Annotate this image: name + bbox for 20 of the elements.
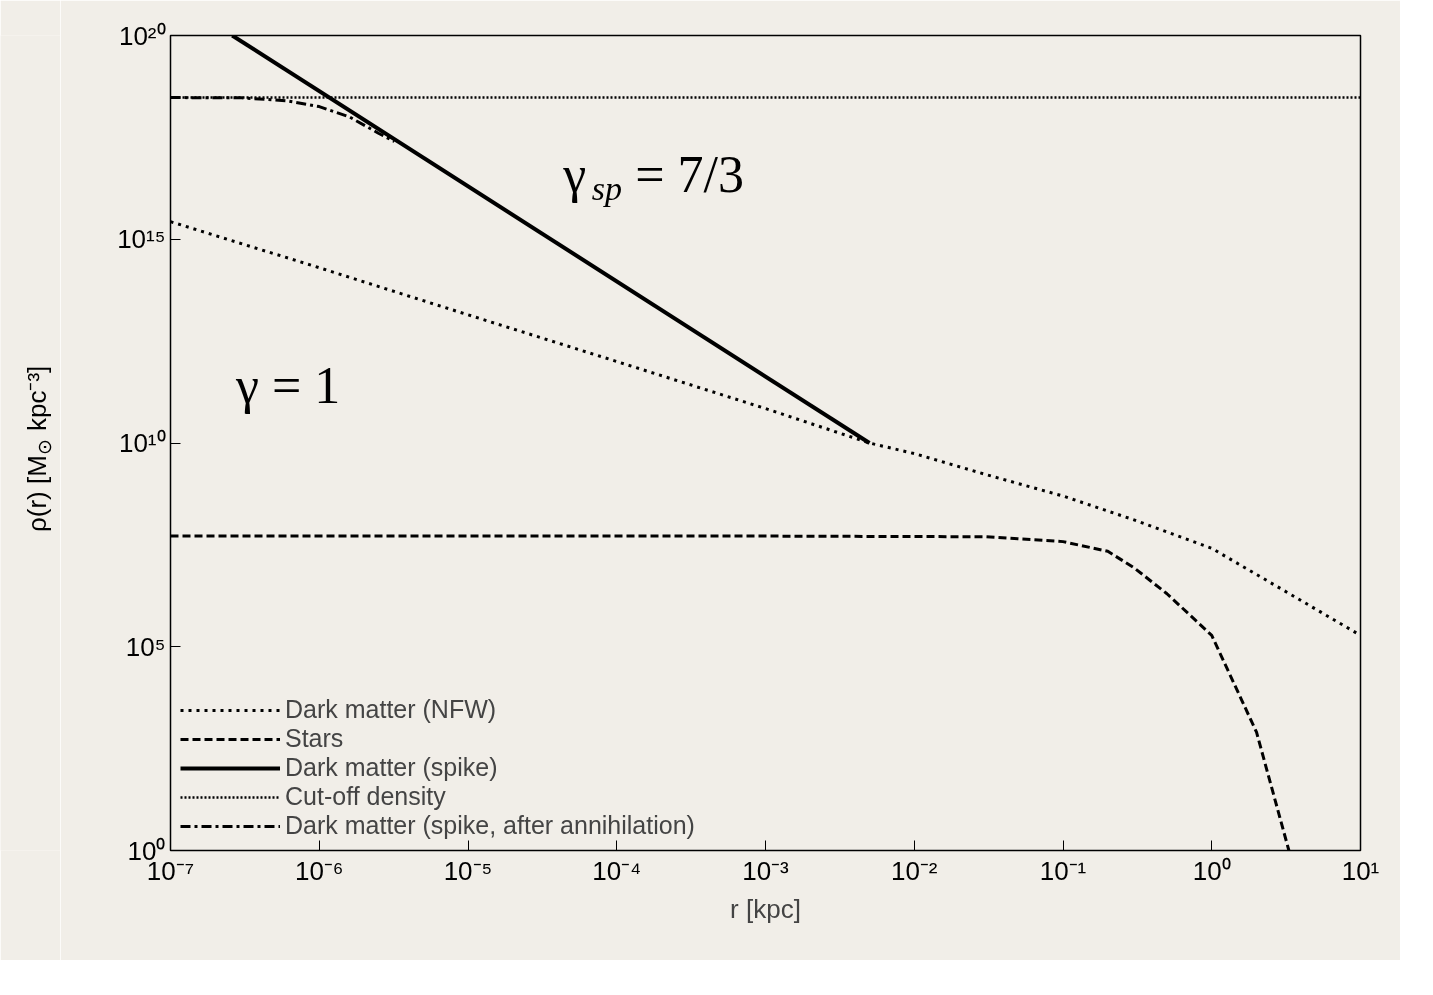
legend-label: Dark matter (NFW)	[285, 695, 497, 724]
x-axis-title: r [kpc]	[730, 893, 801, 924]
legend-label: Dark matter (spike)	[285, 753, 498, 782]
x-tick-label: 10⁻⁶	[294, 855, 344, 886]
y-tick-label: 10⁵	[125, 631, 166, 662]
y-axis-title: ρ(r) [M⊙ kpc⁻³]	[21, 365, 55, 532]
x-tick-label: 10⁻³	[742, 855, 790, 886]
y-tick-label: 10¹⁰	[118, 428, 166, 458]
x-tick-label: 10¹	[1341, 855, 1380, 886]
x-tick-label: 10⁻²	[890, 855, 938, 886]
x-tick-label: 10⁻⁵	[443, 855, 493, 886]
y-tick-label: 10²⁰	[118, 20, 166, 51]
x-tick-label: 10⁻¹	[1039, 855, 1087, 886]
legend-label: Stars	[285, 724, 344, 753]
x-tick-label: 10⁰	[1192, 855, 1231, 886]
x-tick-label: 10⁻⁴	[592, 855, 642, 886]
y-tick-label: 10¹⁵	[117, 224, 166, 255]
annotation: γ = 1	[234, 357, 341, 415]
legend-label: Cut-off density	[285, 782, 446, 811]
legend-label: Dark matter (spike, after annihilation)	[285, 811, 695, 840]
